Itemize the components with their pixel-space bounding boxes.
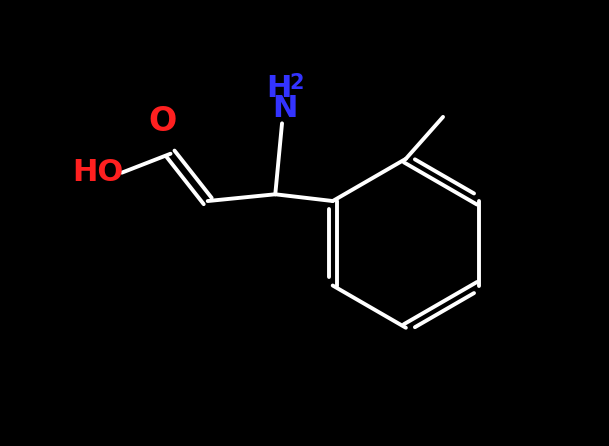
Text: HO: HO: [72, 158, 124, 187]
Text: 2: 2: [290, 73, 304, 93]
Text: O: O: [149, 105, 177, 138]
Text: N: N: [272, 94, 297, 123]
Text: H: H: [267, 74, 292, 103]
